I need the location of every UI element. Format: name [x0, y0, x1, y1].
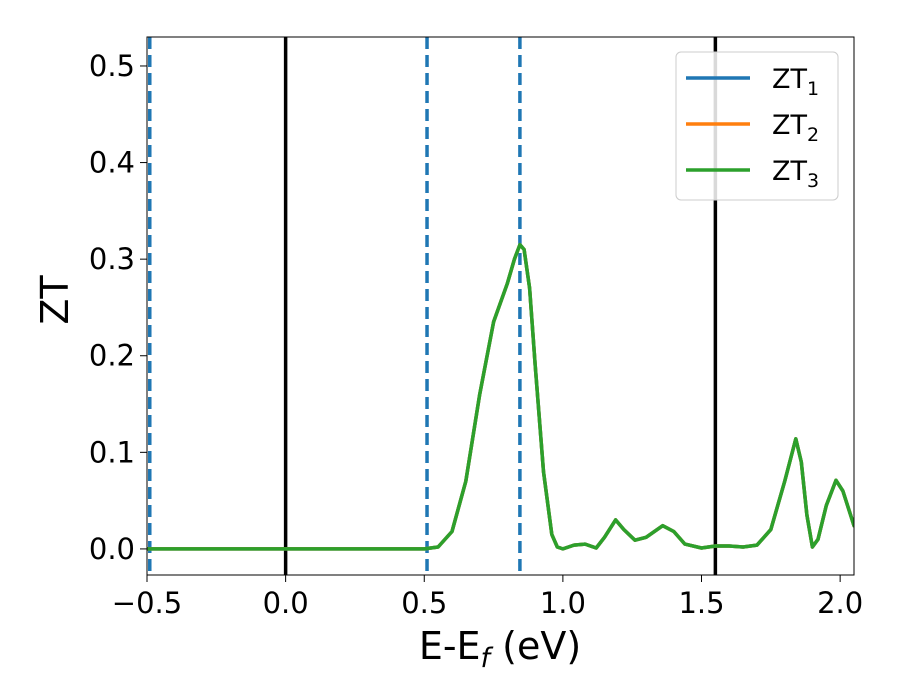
- y-tick-label-1: 0.1: [89, 435, 135, 469]
- x-axis-label: E-Ef (eV): [419, 624, 581, 674]
- series-line-3: [147, 242, 854, 551]
- legend-label-3: ZT3: [772, 156, 819, 192]
- legend-label-2: ZT2: [772, 110, 819, 146]
- y-tick-label-4: 0.4: [89, 146, 135, 180]
- x-tick-label-3: 1.0: [540, 586, 586, 620]
- x-tick-label-4: 1.5: [678, 586, 724, 620]
- x-axis: −0.5 0.0 0.5 1.0 1.5 2.0: [112, 575, 863, 620]
- y-axis: 0.0 0.1 0.2 0.3 0.4 0.5: [89, 49, 147, 566]
- x-tick-label-1: 0.0: [263, 586, 309, 620]
- y-tick-label-5: 0.5: [89, 49, 135, 83]
- legend: ZT1 ZT2 ZT3: [675, 51, 839, 201]
- y-axis-label: ZT: [33, 275, 77, 325]
- series-layer: [147, 242, 854, 551]
- y-tick-label-0: 0.0: [89, 532, 135, 566]
- legend-label-1: ZT1: [772, 64, 819, 100]
- x-tick-label-5: 2.0: [817, 586, 863, 620]
- legend-frame: [675, 51, 839, 201]
- plot-frame: [146, 36, 855, 576]
- x-tick-label-0: −0.5: [112, 586, 182, 620]
- y-tick-label-2: 0.2: [89, 339, 135, 373]
- x-tick-label-2: 0.5: [401, 586, 447, 620]
- y-tick-label-3: 0.3: [89, 242, 135, 276]
